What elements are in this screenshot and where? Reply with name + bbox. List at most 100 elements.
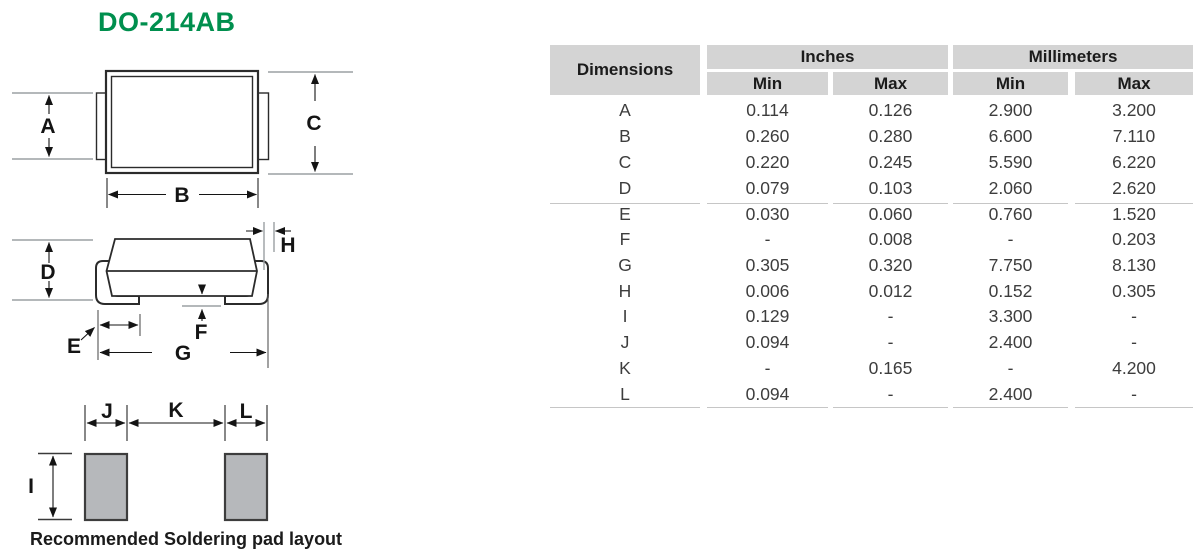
mm-min-value: 2.400 (988, 383, 1033, 404)
inches-max-value: - (887, 383, 894, 404)
top-view: A C B (12, 69, 353, 208)
mm-min-value: 5.590 (988, 151, 1033, 172)
right-lead-tab (256, 92, 270, 161)
dim-label-g: G (175, 342, 191, 365)
header-dimensions: Dimensions (550, 45, 700, 95)
mm-max-value: 0.305 (1112, 280, 1156, 301)
dimension-letter: D (618, 177, 632, 198)
dimension-letter: H (618, 280, 632, 301)
pad-layout-caption: Recommended Soldering pad layout (30, 529, 343, 549)
mm-max-value: 0.203 (1112, 229, 1156, 250)
dim-label-d: D (40, 261, 55, 284)
header-mm-min: Min (953, 72, 1068, 95)
mm-max-value: 2.620 (1112, 177, 1156, 198)
inches-max-value: 0.165 (868, 357, 913, 378)
inches-min-value: 0.030 (707, 202, 828, 225)
page-title: DO-214AB (98, 7, 236, 37)
dimension-letter: J (620, 332, 630, 353)
mm-min-value: 3.300 (988, 306, 1033, 327)
dim-b-ticks (106, 178, 259, 208)
inches-min-value: - (764, 357, 771, 378)
mm-max-value: - (1131, 306, 1137, 327)
side-body-outline (105, 238, 258, 297)
solder-pad-layout: J K L I (28, 399, 269, 522)
dimension-letter: I (622, 306, 628, 327)
mm-max-value: 7.110 (1112, 126, 1156, 147)
inches-max-value: 0.012 (868, 280, 913, 301)
left-solder-pad (83, 452, 129, 522)
mm-min-value: 0.152 (988, 280, 1033, 301)
dim-label-k: K (168, 399, 183, 422)
mm-min-value: 6.600 (988, 126, 1033, 147)
inches-max-value: - (887, 332, 894, 353)
header-inches-max: Max (833, 72, 948, 95)
mm-max-value: 8.130 (1112, 254, 1156, 275)
inches-max-value: 0.060 (833, 202, 948, 225)
extension-lines-side-view (12, 239, 93, 301)
pad-dim-ticks (84, 405, 268, 441)
dim-e-ticks (97, 310, 141, 360)
inches-min-value: 0.114 (746, 100, 789, 121)
dim-label-l: L (240, 400, 253, 423)
mm-min-value: 2.400 (988, 332, 1033, 353)
dimension-letter: B (619, 126, 631, 147)
dim-label-i: I (28, 475, 34, 498)
header-inches: Inches (707, 45, 948, 69)
mm-min-value: 2.900 (988, 100, 1033, 121)
package-outline-drawing: A C B D H (12, 69, 353, 522)
dimension-letter: G (618, 254, 632, 275)
inches-min-value: 0.260 (745, 126, 790, 147)
dim-label-c: C (306, 112, 321, 135)
table-body: A 0.114 0.126 2.900 3.200 B 0.260 0.280 … (550, 98, 1193, 408)
dim-e-leader-line (80, 327, 95, 341)
inches-min-value: 0.079 (745, 177, 790, 198)
dim-label-e: E (67, 335, 81, 358)
inches-min-value: - (764, 229, 771, 250)
mm-min-value: 7.750 (988, 254, 1033, 275)
inches-max-value: - (887, 306, 894, 327)
right-solder-pad (223, 452, 269, 522)
dimension-letter: L (620, 383, 630, 404)
inches-min-value: 0.220 (745, 151, 790, 172)
dim-label-j: J (101, 400, 113, 423)
mm-min-value: 0.760 (953, 202, 1068, 225)
table-row-l: L 0.094 - 2.400 - (550, 381, 1193, 407)
inches-min-value: 0.305 (745, 254, 790, 275)
inches-min-value: 0.094 (745, 383, 790, 404)
table-row-d: D 0.079 0.103 2.060 2.620 (550, 175, 1193, 201)
inches-min-value: 0.129 (745, 306, 790, 327)
table-row-h: H 0.006 0.012 0.152 0.305 (550, 278, 1193, 304)
side-view: D H F E G (12, 222, 296, 368)
package-body-inner-outline (110, 75, 254, 169)
inches-max-value: 0.245 (868, 151, 913, 172)
mm-max-value: 1.520 (1075, 202, 1193, 225)
inches-min-value: 0.006 (745, 280, 790, 301)
header-inches-min: Min (707, 72, 828, 95)
mm-max-value: 4.200 (1112, 357, 1156, 378)
dimension-letter: A (619, 100, 631, 121)
table-row-f: F - 0.008 - 0.203 (550, 227, 1193, 253)
dimension-letter: F (619, 229, 631, 250)
mm-max-value: 3.200 (1112, 100, 1156, 121)
table-row-a: A 0.114 0.126 2.900 3.200 (550, 98, 1193, 124)
header-millimeters: Millimeters (953, 45, 1193, 69)
table-row-e: E 0.030 0.060 0.760 1.520 (550, 201, 1193, 227)
table-row-c: C 0.220 0.245 5.590 6.220 (550, 150, 1193, 176)
inches-max-value: 0.103 (868, 177, 913, 198)
mm-min-value: - (1007, 229, 1014, 250)
dimension-letter: E (550, 202, 700, 225)
inches-min-value: 0.094 (745, 332, 790, 353)
mm-min-value: 2.060 (988, 177, 1033, 198)
dim-label-b: B (174, 184, 189, 207)
table-row-i: I 0.129 - 3.300 - (550, 304, 1193, 330)
table-row-g: G 0.305 0.320 7.750 8.130 (550, 253, 1193, 279)
table-row-b: B 0.260 0.280 6.600 7.110 (550, 124, 1193, 150)
dim-label-h: H (280, 234, 295, 257)
table-row-k: K - 0.165 - 4.200 (550, 356, 1193, 382)
mm-max-value: - (1131, 332, 1137, 353)
inches-max-value: 0.280 (868, 126, 913, 147)
dim-label-a: A (40, 115, 55, 138)
dim-i-extension-lines (38, 452, 72, 521)
inches-max-value: 0.008 (868, 229, 913, 250)
